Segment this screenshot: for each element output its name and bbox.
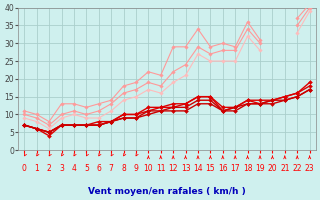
X-axis label: Vent moyen/en rafales ( km/h ): Vent moyen/en rafales ( km/h ) (88, 187, 246, 196)
